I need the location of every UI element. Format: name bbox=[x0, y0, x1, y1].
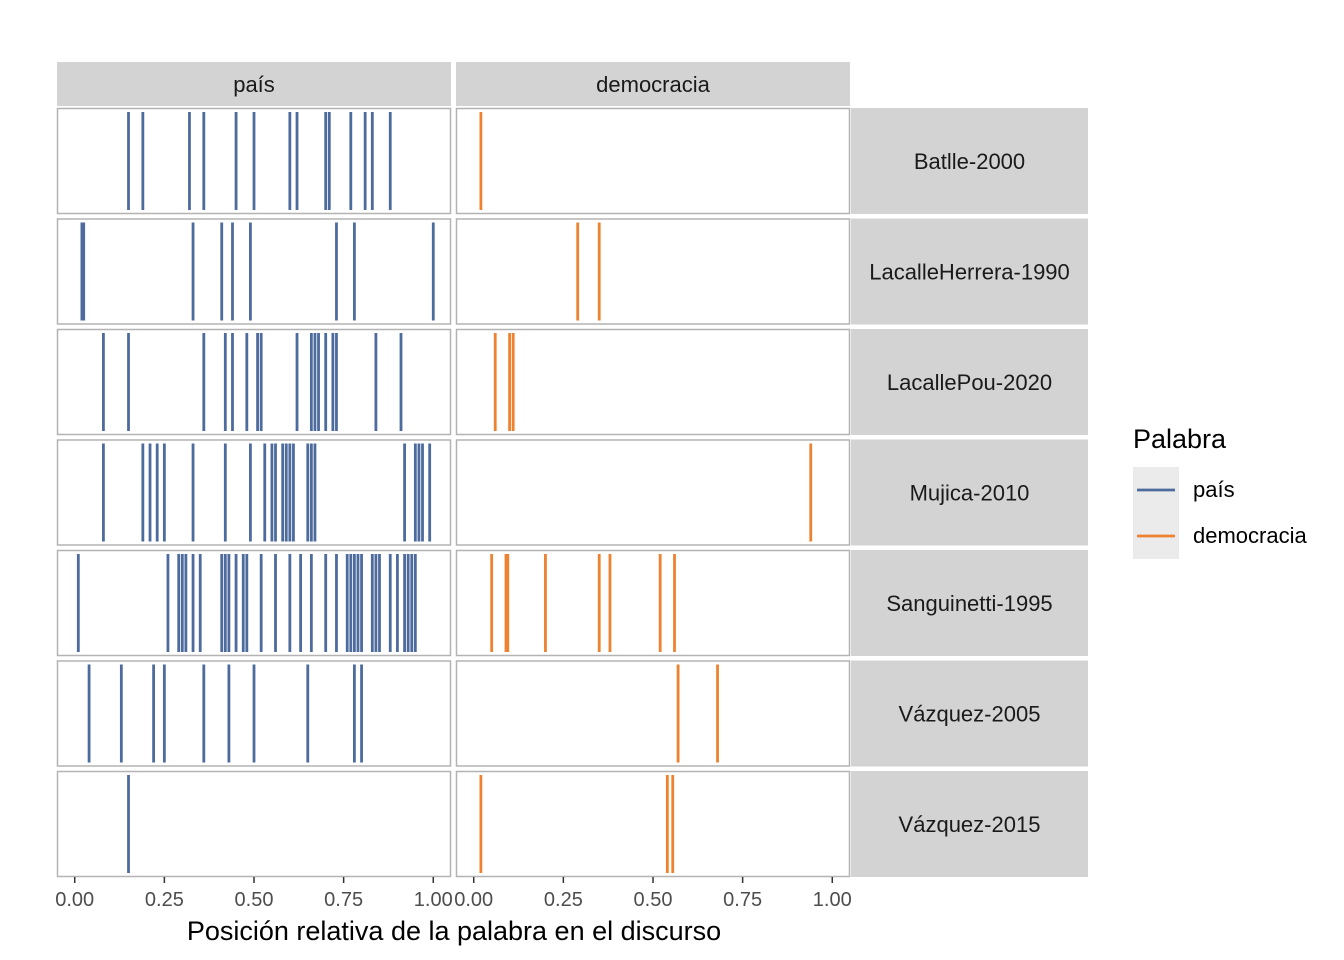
panel bbox=[455, 218, 851, 325]
column-strip-label: democracia bbox=[596, 72, 710, 97]
row-strip-label: Batlle-2000 bbox=[914, 149, 1025, 174]
x-tick-label: 0.50 bbox=[634, 889, 673, 911]
x-tick-label: 1.00 bbox=[414, 889, 453, 911]
panel bbox=[455, 770, 851, 878]
row-strip bbox=[851, 771, 1088, 877]
column-strip-label: país bbox=[233, 72, 275, 97]
x-tick-label: 0.00 bbox=[454, 889, 493, 911]
row-strip-label: Mujica-2010 bbox=[910, 481, 1030, 506]
legend: Palabra país democracia bbox=[1133, 424, 1307, 559]
panel bbox=[455, 439, 851, 546]
panel bbox=[455, 328, 851, 436]
column-strips: país democracia bbox=[57, 62, 850, 106]
strip-1 bbox=[456, 62, 850, 106]
panel bbox=[56, 328, 452, 436]
row-strip bbox=[851, 550, 1088, 656]
legend-label: país bbox=[1193, 477, 1235, 502]
panels bbox=[56, 107, 851, 878]
row-strip bbox=[851, 439, 1088, 546]
strip-0 bbox=[57, 62, 451, 106]
panel bbox=[56, 549, 452, 657]
panel bbox=[56, 218, 452, 325]
row-strip bbox=[851, 218, 1088, 325]
x-tick-label: 0.25 bbox=[145, 889, 184, 911]
row-strip-label: LacalleHerrera-1990 bbox=[869, 260, 1070, 285]
row-strip bbox=[851, 329, 1088, 435]
panel bbox=[56, 770, 452, 878]
legend-label: democracia bbox=[1193, 523, 1307, 548]
legend-title: Palabra bbox=[1133, 424, 1227, 454]
panel bbox=[56, 439, 452, 546]
panel bbox=[455, 660, 851, 767]
panel bbox=[455, 107, 851, 215]
row-strip-label: Vázquez-2005 bbox=[899, 702, 1041, 727]
x-axis: 0.00 0.25 0.50 0.75 1.00 0.00 0.25 0.50 0.75 1.00 bbox=[55, 877, 852, 911]
x-tick-label: 1.00 bbox=[813, 889, 852, 911]
panel bbox=[455, 549, 851, 657]
x-axis-title: Posición relativa de la palabra en el di… bbox=[187, 916, 721, 946]
row-strip bbox=[851, 660, 1088, 767]
x-tick-label: 0.50 bbox=[235, 889, 274, 911]
row-strip-label: Sanguinetti-1995 bbox=[886, 591, 1052, 616]
x-tick-label: 0.75 bbox=[324, 889, 363, 911]
row-strip bbox=[851, 108, 1088, 214]
x-tick-label: 0.00 bbox=[55, 889, 94, 911]
x-tick-label: 0.25 bbox=[544, 889, 583, 911]
row-strips: Batlle-2000 LacalleHerrera-1990 LacallePou… bbox=[851, 108, 1088, 877]
x-tick-label: 0.75 bbox=[723, 889, 762, 911]
row-strip-label: Vázquez-2015 bbox=[899, 812, 1041, 837]
row-strip-label: LacallePou-2020 bbox=[887, 370, 1052, 395]
